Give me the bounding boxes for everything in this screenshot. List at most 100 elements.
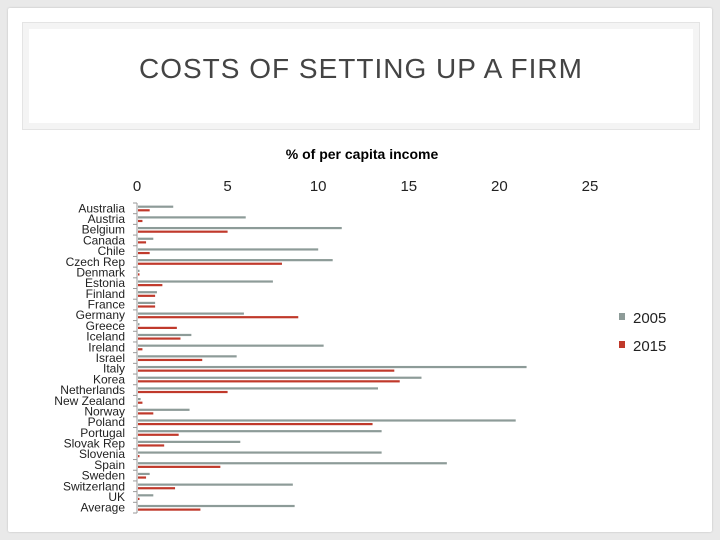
bar-2015-denmark (138, 273, 140, 276)
category-label: Poland (88, 415, 125, 429)
category-label: Australia (78, 201, 125, 215)
bar-2005-italy (138, 365, 527, 369)
bar-2005-czech-rep (138, 259, 333, 262)
bar-2005-denmark (138, 269, 140, 272)
bar-2005-germany (138, 312, 244, 315)
bar-2005-austria (138, 216, 246, 219)
bar-2015-israel (138, 358, 203, 362)
category-label: Estonia (85, 276, 125, 290)
bar-2015-netherlands (138, 390, 228, 394)
category-label: New Zealand (54, 394, 125, 408)
x-tick-label: 5 (223, 178, 231, 195)
category-label: Finland (86, 287, 125, 301)
chart-title: % of per capita income (286, 146, 439, 162)
bar-2015-new-zealand (138, 401, 143, 404)
bar-2015-poland (138, 422, 373, 426)
bar-2015-sweden (138, 476, 147, 479)
bar-2015-italy (138, 369, 395, 372)
bar-2015-slovak-rep (138, 444, 165, 447)
bar-2005-finland (138, 291, 157, 294)
category-label: Italy (103, 362, 125, 376)
bar-2015-austria (138, 219, 143, 223)
category-label: Spain (94, 458, 125, 472)
category-label: Germany (76, 308, 125, 322)
category-label: Canada (83, 233, 125, 247)
bar-2015-czech-rep (138, 262, 282, 265)
bar-2005-australia (138, 205, 174, 208)
x-tick-label: 0 (133, 178, 141, 195)
bar-2015-korea (138, 380, 400, 383)
bar-2015-france (138, 305, 156, 308)
x-tick-label: 10 (310, 178, 327, 195)
category-label: Iceland (86, 330, 125, 344)
bar-2015-greece (138, 326, 177, 329)
bar-2005-korea (138, 376, 422, 379)
bar-2015-uk (138, 497, 140, 501)
bar-2005-france (138, 301, 156, 305)
bar-2005-canada (138, 237, 154, 240)
bar-2015-iceland (138, 337, 181, 340)
bar-2005-switzerland (138, 483, 293, 486)
x-tick-label: 25 (582, 178, 599, 195)
category-label: Denmark (76, 265, 126, 279)
category-label: Belgium (82, 223, 125, 237)
bar-2005-spain (138, 462, 447, 465)
category-label: Portugal (80, 426, 125, 440)
bar-2015-spain (138, 465, 221, 468)
category-label: Korea (93, 372, 125, 386)
legend-swatch-2005 (619, 313, 625, 320)
bar-2015-slovenia (138, 455, 140, 458)
bar-2005-belgium (138, 226, 342, 230)
category-label: France (88, 298, 126, 312)
bar-2005-estonia (138, 280, 273, 283)
bar-2005-netherlands (138, 387, 378, 390)
bar-2005-norway (138, 408, 190, 411)
bar-2015-average (138, 508, 201, 511)
x-tick-label: 15 (400, 178, 417, 195)
bar-2005-portugal (138, 430, 382, 433)
bar-2005-poland (138, 419, 516, 422)
category-label: Czech Rep (66, 255, 126, 269)
category-label: Netherlands (60, 383, 125, 397)
bar-2005-slovenia (138, 451, 382, 454)
legend-label-2005: 2005 (633, 310, 666, 327)
category-label: Switzerland (63, 479, 125, 493)
category-label: Norway (84, 404, 125, 418)
bar-2015-australia (138, 209, 150, 212)
bar-2015-ireland (138, 348, 143, 351)
slide-title: COSTS OF SETTING UP A FIRM (139, 53, 583, 84)
category-label: Israel (96, 351, 125, 365)
bar-2005-greece (138, 323, 140, 326)
bar-2015-norway (138, 412, 154, 415)
bar-2005-sweden (138, 472, 150, 476)
bar-2005-iceland (138, 333, 192, 337)
category-label: Chile (98, 244, 126, 258)
category-label: UK (108, 490, 125, 504)
title-band: COSTS OF SETTING UP A FIRM (22, 22, 700, 130)
bar-2005-slovak-rep (138, 440, 241, 443)
bar-2005-average (138, 504, 295, 508)
category-label: Greece (86, 319, 126, 333)
category-label: Austria (88, 212, 126, 226)
category-label: Average (81, 501, 126, 515)
bar-2015-belgium (138, 230, 228, 233)
category-label: Slovenia (79, 447, 125, 461)
legend-label-2015: 2015 (633, 338, 666, 355)
bar-2015-canada (138, 241, 147, 244)
bar-2015-germany (138, 316, 299, 319)
bar-2015-chile (138, 251, 150, 255)
bar-2015-finland (138, 294, 156, 297)
bar-2005-uk (138, 494, 154, 497)
bar-2005-israel (138, 355, 237, 358)
bar-2015-estonia (138, 284, 163, 287)
legend-swatch-2015 (619, 341, 625, 348)
category-label: Slovak Rep (64, 437, 126, 451)
bar-2005-ireland (138, 344, 324, 347)
bar-2015-portugal (138, 433, 179, 436)
bar-2005-new-zealand (138, 398, 141, 401)
category-label: Sweden (82, 469, 125, 483)
bar-2005-chile (138, 248, 319, 251)
category-label: Ireland (88, 340, 125, 354)
bar-2015-switzerland (138, 487, 176, 490)
